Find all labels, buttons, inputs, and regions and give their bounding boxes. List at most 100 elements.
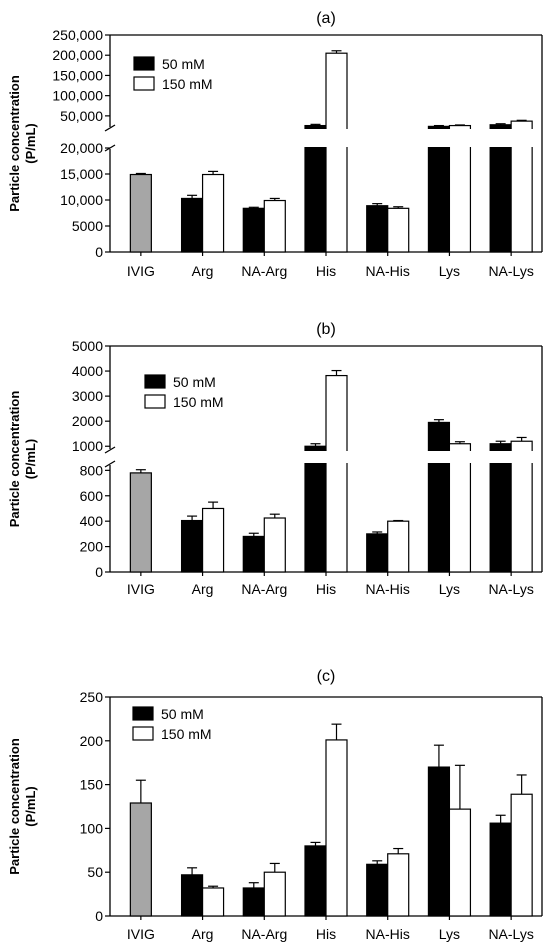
y-axis-title: Particle concentration xyxy=(7,738,22,875)
axis-break-mark xyxy=(104,124,116,132)
legend-label-150mm: 150 mM xyxy=(173,394,224,410)
legend-label-150mm: 150 mM xyxy=(162,76,213,92)
legend-swatch-150mm xyxy=(133,76,155,91)
bar-break-gap xyxy=(324,129,349,147)
y-tick-label: 20,000 xyxy=(60,140,103,156)
bars xyxy=(129,50,535,253)
y-axis-unit: (P/mL) xyxy=(23,123,38,163)
bar-150mm xyxy=(387,207,410,253)
bar-50mm xyxy=(304,845,327,917)
x-tick-label: His xyxy=(316,263,336,279)
bar-break-gap xyxy=(303,129,328,147)
chart-panel-1: (a) Particle concentration (P/mL) 0 5000 10,0… xyxy=(7,10,543,279)
x-ticks: IVIG Arg NA-Arg His NA-His Lys NA-Lys xyxy=(127,916,534,942)
bar-50mm xyxy=(242,535,265,573)
legend-swatch-50mm xyxy=(144,374,166,389)
panel-label: (a) xyxy=(316,10,336,27)
bar-50mm xyxy=(242,887,265,917)
x-tick-label: NA-His xyxy=(366,581,410,597)
y-tick-label: 50,000 xyxy=(60,108,103,124)
y-tick-label: 3000 xyxy=(72,388,103,404)
y-tick-label: 5000 xyxy=(72,338,103,354)
y-tick-label: 0 xyxy=(95,244,103,260)
y-tick-label: 4000 xyxy=(72,363,103,379)
bar-150mm xyxy=(325,739,348,917)
x-tick-label: Lys xyxy=(439,926,460,942)
y-ticks: 0 50 100 150 200 250 xyxy=(80,689,110,924)
bar-50mm xyxy=(180,874,204,917)
x-tick-label: His xyxy=(316,926,336,942)
y-axis-title: Particle concentration xyxy=(7,75,22,212)
bar-150mm xyxy=(448,808,472,917)
bar-50mm xyxy=(180,519,204,573)
y-tick-label: 50 xyxy=(87,864,103,880)
y-tick-label: 200,000 xyxy=(52,47,103,63)
y-tick-label: 1000 xyxy=(72,438,103,454)
bar-50mm xyxy=(427,421,451,573)
x-tick-label: NA-Lys xyxy=(488,926,533,942)
bar-ivig xyxy=(129,472,152,573)
chart-panel-3: (c) Particle concentration (P/mL) 0 50 100 150… xyxy=(7,668,543,942)
y-tick-label: 10,000 xyxy=(60,192,103,208)
legend: 50 mM 150 mM xyxy=(132,706,212,742)
bar-break-gap xyxy=(303,451,328,463)
legend-label-50mm: 50 mM xyxy=(173,374,216,390)
x-tick-label: NA-His xyxy=(366,926,410,942)
bar-150mm xyxy=(201,173,225,253)
y-tick-label: 5000 xyxy=(72,218,103,234)
x-tick-label: Arg xyxy=(192,263,214,279)
x-tick-label: IVIG xyxy=(127,263,155,279)
x-tick-label: NA-His xyxy=(366,263,410,279)
y-tick-label: 600 xyxy=(80,488,104,504)
bar-50mm xyxy=(366,863,389,917)
bar-break-gap xyxy=(324,451,349,463)
y-tick-label: 100,000 xyxy=(52,88,103,104)
bar-break-gap xyxy=(509,451,535,463)
bar-50mm xyxy=(242,207,265,253)
bar-150mm xyxy=(201,507,225,573)
bar-50mm xyxy=(427,766,451,917)
x-tick-label: Arg xyxy=(192,926,214,942)
legend-label-50mm: 50 mM xyxy=(162,56,205,72)
legend-swatch-50mm xyxy=(132,706,154,721)
bar-150mm xyxy=(263,871,286,917)
bar-ivig xyxy=(129,173,152,253)
legend-swatch-50mm xyxy=(133,56,155,71)
x-tick-label: IVIG xyxy=(127,926,155,942)
legend: 50 mM 150 mM xyxy=(144,374,224,410)
legend-label-150mm: 150 mM xyxy=(161,726,212,742)
y-tick-label: 250 xyxy=(80,689,104,705)
bars xyxy=(129,723,533,917)
y-tick-label: 400 xyxy=(80,513,104,529)
x-tick-label: NA-Arg xyxy=(241,263,287,279)
x-tick-label: NA-Lys xyxy=(488,581,533,597)
y-tick-label: 250,000 xyxy=(52,27,103,43)
bar-150mm xyxy=(387,853,410,917)
y-tick-label: 150 xyxy=(80,777,104,793)
y-tick-label: 800 xyxy=(80,462,104,478)
bar-150mm xyxy=(510,793,533,917)
x-tick-label: NA-Arg xyxy=(241,926,287,942)
bar-50mm xyxy=(489,822,512,917)
panel-label: (b) xyxy=(316,321,336,338)
bar-150mm xyxy=(325,374,348,573)
bar-150mm xyxy=(387,520,410,573)
y-tick-label: 2000 xyxy=(72,413,103,429)
bar-break-gap xyxy=(447,451,473,463)
y-tick-label: 15,000 xyxy=(60,166,103,182)
panel-label: (c) xyxy=(317,668,336,685)
y-ticks: 0 200 400 600 800 1000 2000 3000 4000 5000 xyxy=(72,338,110,580)
axis-break-mark xyxy=(104,460,116,468)
bar-break-gap xyxy=(426,451,452,463)
bar-break-gap xyxy=(488,451,514,463)
chart-panel-2: (b) Particle concentration (P/mL) 0 200 400 60… xyxy=(7,321,543,597)
legend-swatch-150mm xyxy=(132,726,154,741)
x-tick-label: Arg xyxy=(192,581,214,597)
bars xyxy=(129,369,535,573)
axis-break-mark xyxy=(104,446,116,454)
bar-50mm xyxy=(304,445,327,573)
bar-break-gap xyxy=(488,129,514,147)
bar-150mm xyxy=(263,517,286,573)
y-ticks: 0 5000 10,000 15,000 20,000 50,000 100,000 150,… xyxy=(52,27,110,260)
x-tick-label: Lys xyxy=(439,581,460,597)
